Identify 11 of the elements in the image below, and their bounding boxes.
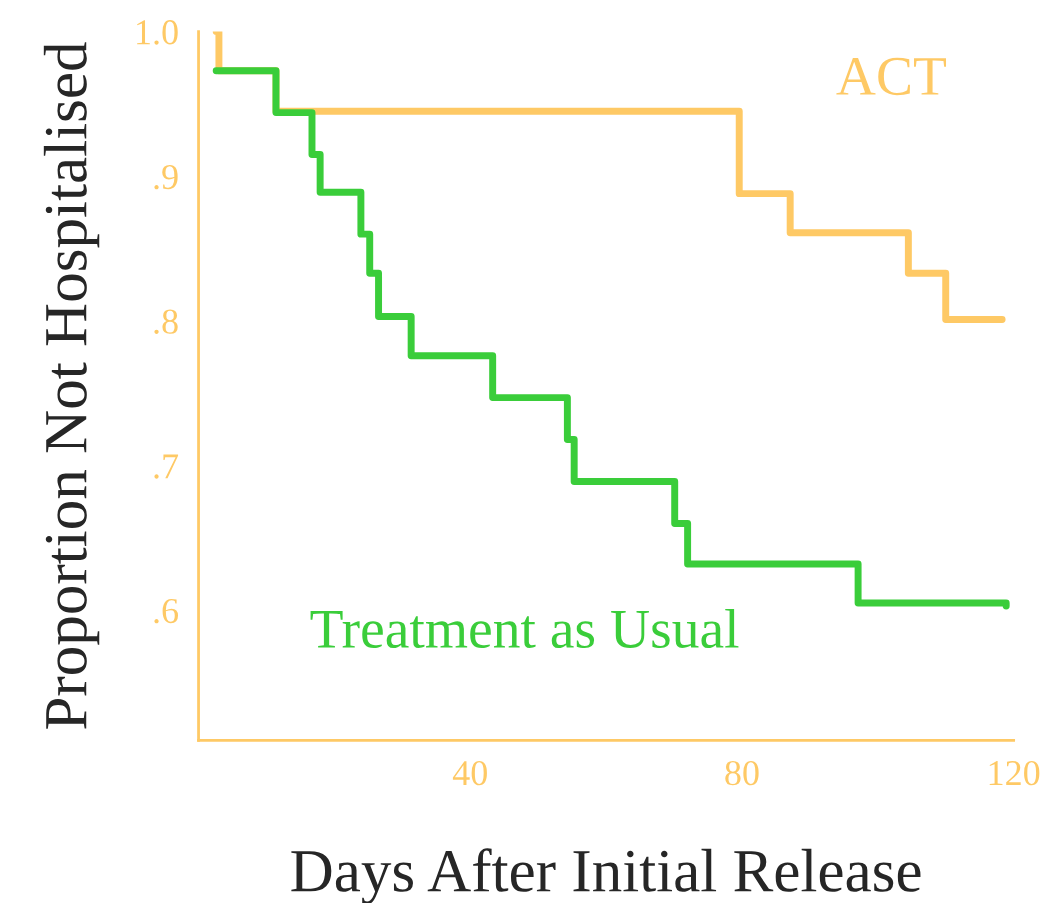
y-tick-label: .8 [154,309,178,334]
y-tick-label: .6 [154,598,179,624]
x-tick-label: 80 [725,760,759,786]
series-label: ACT [836,57,947,96]
y-tick-label: .7 [154,454,179,479]
series-label: Treatment as Usual [310,608,739,649]
y-tick-label: 1.0 [137,20,178,45]
x-tick-label: 40 [452,760,487,786]
y-tick-label: .9 [154,164,178,190]
y-axis-title: Proportion Not Hospitalised [43,42,100,729]
x-tick-label: 120 [989,760,1040,786]
